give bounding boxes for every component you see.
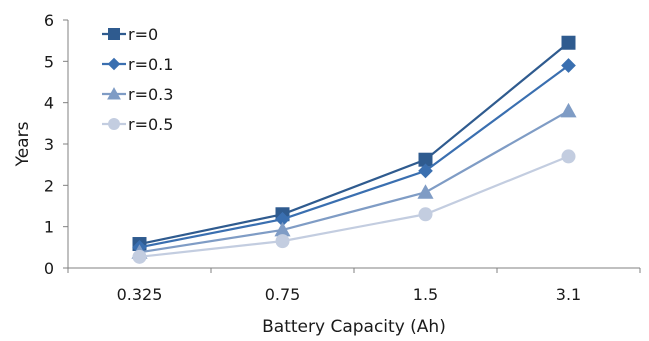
y-axis-ticks: 0 1 2 3 4 5 6 xyxy=(44,11,68,278)
legend-label: r=0.3 xyxy=(128,85,173,104)
y-tick-label: 0 xyxy=(44,259,54,278)
legend-item: r=0 xyxy=(102,25,158,44)
x-tick-label: 0.325 xyxy=(117,285,163,304)
series-line xyxy=(139,64,570,249)
y-tick-label: 2 xyxy=(44,176,54,195)
legend-item: r=0.1 xyxy=(102,55,173,74)
data-point-marker xyxy=(418,163,433,179)
y-axis-title: Years xyxy=(13,121,33,167)
x-tick-label: 3.1 xyxy=(556,285,581,304)
data-point-marker xyxy=(561,58,576,73)
data-point-marker xyxy=(132,249,147,264)
data-point-marker xyxy=(560,102,577,118)
x-tick-label: 0.75 xyxy=(265,285,301,304)
data-point-marker xyxy=(561,149,576,164)
legend-marker xyxy=(107,57,121,71)
x-axis-ticks: 0.325 0.75 1.5 3.1 xyxy=(67,268,641,304)
legend-marker xyxy=(108,28,120,40)
series-4 xyxy=(132,149,576,264)
data-point-marker xyxy=(275,234,290,249)
legend-marker xyxy=(107,87,121,100)
legend-label: r=0.5 xyxy=(128,115,173,134)
y-tick-label: 1 xyxy=(44,218,54,237)
series-1 xyxy=(132,35,576,252)
series-line xyxy=(139,155,569,258)
series-2 xyxy=(132,58,576,255)
data-point-marker xyxy=(417,184,434,199)
legend-marker xyxy=(108,118,120,130)
series-line xyxy=(139,41,570,246)
y-tick-label: 3 xyxy=(44,135,54,154)
legend-item: r=0.3 xyxy=(102,85,173,104)
legend-label: r=0.1 xyxy=(128,55,173,74)
data-point-marker xyxy=(418,207,433,222)
data-point-marker xyxy=(274,221,291,237)
y-tick-label: 4 xyxy=(44,94,54,113)
data-point-marker xyxy=(561,35,576,50)
series-line xyxy=(139,109,570,254)
data-point-marker xyxy=(418,152,433,167)
y-tick-label: 5 xyxy=(44,52,54,71)
legend-label: r=0 xyxy=(128,25,158,44)
x-axis-title: Battery Capacity (Ah) xyxy=(262,317,446,336)
legend-item: r=0.5 xyxy=(102,115,173,134)
series-layer xyxy=(131,35,577,264)
y-tick-label: 6 xyxy=(44,11,54,30)
x-tick-label: 1.5 xyxy=(413,285,438,304)
data-point-marker xyxy=(275,211,290,227)
legend: r=0 r=0.1 r=0.3 r=0.5 xyxy=(102,25,173,134)
